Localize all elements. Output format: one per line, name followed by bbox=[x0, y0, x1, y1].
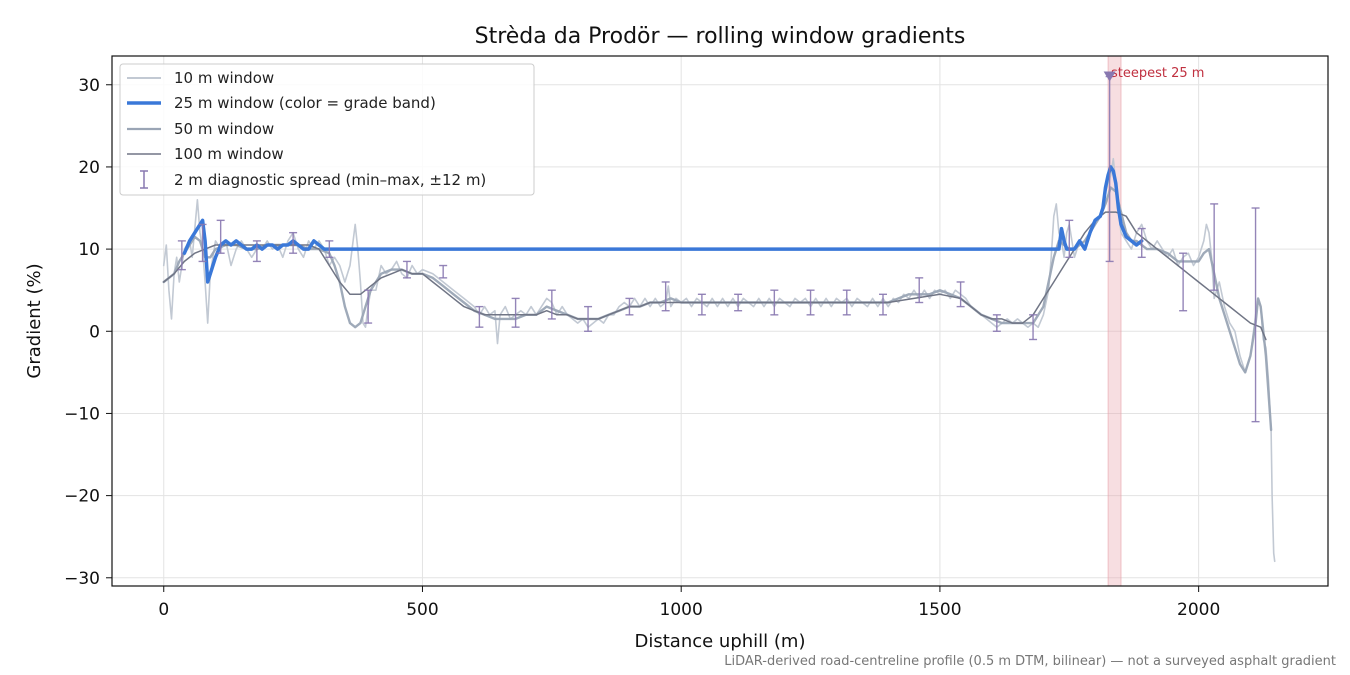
y-tick-label--30: −30 bbox=[64, 569, 100, 589]
x-axis-label: Distance uphill (m) bbox=[635, 631, 806, 652]
y-axis-label: Gradient (%) bbox=[24, 263, 45, 378]
error-bar-14 bbox=[661, 281, 670, 312]
error-bar-6 bbox=[364, 289, 373, 324]
error-bar-17 bbox=[770, 289, 779, 316]
series-line-4 bbox=[162, 211, 1267, 341]
error-bar-2 bbox=[216, 219, 225, 254]
error-bar-24 bbox=[1029, 314, 1038, 341]
y-tick-label-30: 30 bbox=[78, 76, 100, 96]
x-tick-label-0: 0 bbox=[158, 600, 169, 620]
legend-label-25m: 25 m window (color = grade band) bbox=[174, 94, 436, 112]
error-bar-3 bbox=[252, 240, 261, 263]
error-bar-13 bbox=[625, 297, 634, 316]
error-bar-21 bbox=[915, 277, 924, 304]
footnote: LiDAR-derived road-centreline profile (0… bbox=[724, 654, 1336, 669]
x-tick-label-500: 500 bbox=[406, 600, 438, 620]
error-bar-4 bbox=[289, 231, 298, 254]
error-bar-10 bbox=[511, 297, 520, 328]
error-bar-29 bbox=[1210, 203, 1219, 291]
error-bar-28 bbox=[1179, 252, 1188, 312]
y-tick-label-0: 0 bbox=[89, 322, 100, 342]
legend-label-50m: 50 m window bbox=[174, 120, 274, 138]
error-bar-8 bbox=[439, 264, 448, 279]
error-bar-12 bbox=[584, 305, 593, 332]
chart-title: Strèda da Prodör — rolling window gradie… bbox=[475, 24, 966, 49]
x-tick-label-1000: 1000 bbox=[660, 600, 703, 620]
error-bar-0 bbox=[177, 240, 186, 271]
y-tick-label--10: −10 bbox=[64, 404, 100, 424]
error-bar-23 bbox=[992, 314, 1001, 332]
error-bar-1 bbox=[198, 223, 207, 263]
steepest-label: steepest 25 m bbox=[1111, 66, 1204, 81]
diagnostic-spread-bars bbox=[177, 75, 1260, 423]
legend-label-100m: 100 m window bbox=[174, 145, 284, 163]
error-bar-30 bbox=[1251, 207, 1260, 423]
legend-label-10m: 10 m window bbox=[174, 69, 274, 87]
error-bar-9 bbox=[475, 305, 484, 328]
error-bar-15 bbox=[697, 293, 706, 316]
plot-frame bbox=[111, 55, 1329, 587]
y-tick-label--20: −20 bbox=[64, 487, 100, 507]
series-line-3 bbox=[162, 186, 1273, 432]
legend: 10 m window 25 m window (color = grade b… bbox=[119, 63, 535, 196]
annotations: steepest 25 m bbox=[1103, 66, 1204, 82]
error-bar-20 bbox=[878, 293, 887, 316]
error-bar-11 bbox=[547, 289, 556, 320]
error-bar-25 bbox=[1065, 219, 1074, 259]
error-bar-27 bbox=[1137, 227, 1146, 259]
error-bar-22 bbox=[956, 281, 965, 308]
error-bar-19 bbox=[842, 289, 851, 316]
legend-label-spread: 2 m diagnostic spread (min–max, ±12 m) bbox=[174, 171, 486, 189]
legend-box bbox=[119, 63, 535, 196]
error-bar-18 bbox=[806, 289, 815, 316]
error-bar-16 bbox=[734, 293, 743, 312]
y-tick-label-10: 10 bbox=[78, 240, 100, 260]
legend-swatch-spread bbox=[140, 170, 148, 189]
error-bar-5 bbox=[325, 240, 334, 259]
x-tick-label-1500: 1500 bbox=[918, 600, 961, 620]
x-tick-label-2000: 2000 bbox=[1177, 600, 1220, 620]
steepest-marker bbox=[1103, 71, 1116, 82]
y-tick-label-20: 20 bbox=[78, 158, 100, 178]
error-bar-7 bbox=[402, 260, 411, 279]
axis-ticks: 0 500 1000 1500 2000 30 20 10 0 −10 −20 −30 bbox=[64, 76, 1220, 620]
